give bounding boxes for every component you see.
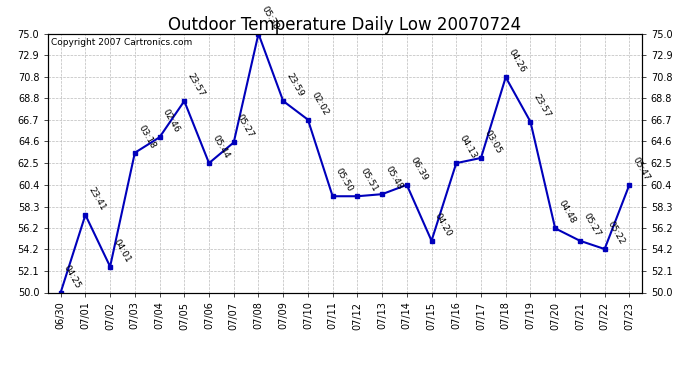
Text: 02:46: 02:46 bbox=[161, 108, 181, 135]
Text: 05:38: 05:38 bbox=[260, 4, 281, 31]
Text: 04:20: 04:20 bbox=[433, 211, 453, 238]
Text: 02:02: 02:02 bbox=[309, 90, 330, 117]
Text: 06:39: 06:39 bbox=[408, 155, 429, 182]
Text: 03:18: 03:18 bbox=[136, 123, 157, 150]
Text: 23:59: 23:59 bbox=[284, 72, 305, 98]
Text: 04:26: 04:26 bbox=[507, 48, 528, 75]
Title: Outdoor Temperature Daily Low 20070724: Outdoor Temperature Daily Low 20070724 bbox=[168, 16, 522, 34]
Text: 04:25: 04:25 bbox=[62, 263, 83, 290]
Text: 23:41: 23:41 bbox=[87, 185, 108, 212]
Text: 23:57: 23:57 bbox=[532, 92, 553, 119]
Text: 03:05: 03:05 bbox=[482, 128, 503, 155]
Text: 04:48: 04:48 bbox=[557, 199, 577, 225]
Text: 05:50: 05:50 bbox=[334, 166, 355, 194]
Text: 05:22: 05:22 bbox=[606, 219, 627, 246]
Text: 23:57: 23:57 bbox=[186, 72, 206, 98]
Text: 05:51: 05:51 bbox=[359, 166, 380, 194]
Text: Copyright 2007 Cartronics.com: Copyright 2007 Cartronics.com bbox=[51, 38, 193, 46]
Text: 04:13: 04:13 bbox=[457, 134, 478, 160]
Text: 05:27: 05:27 bbox=[581, 211, 602, 238]
Text: 04:01: 04:01 bbox=[112, 237, 132, 264]
Text: 05:44: 05:44 bbox=[210, 134, 231, 160]
Text: 05:47: 05:47 bbox=[631, 155, 651, 182]
Text: 05:48: 05:48 bbox=[384, 165, 404, 191]
Text: 05:27: 05:27 bbox=[235, 113, 256, 140]
